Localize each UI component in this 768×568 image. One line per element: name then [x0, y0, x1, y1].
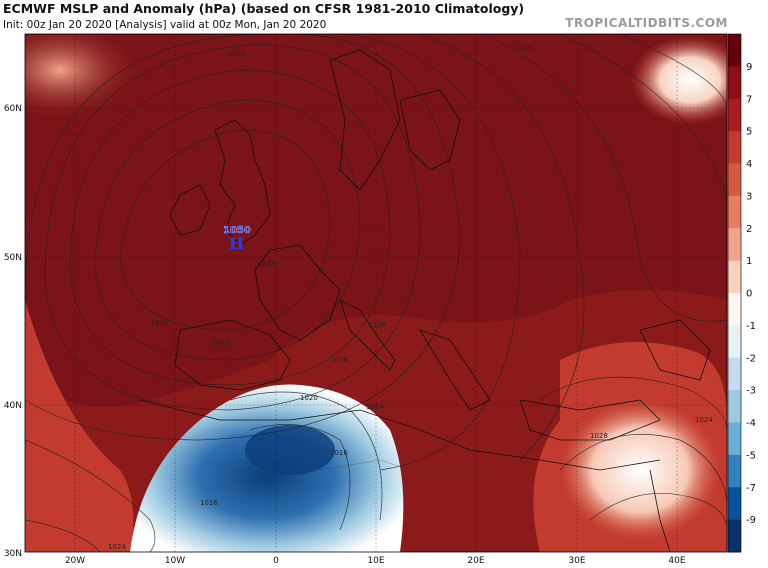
country-borders	[259, 119, 641, 481]
lat-label: 60N	[4, 104, 22, 114]
map-subtitle: Init: 00z Jan 20 2020 [Analysis] valid a…	[3, 19, 327, 31]
colorbar-swatches	[728, 34, 741, 553]
colorbar-swatch	[728, 228, 741, 262]
isobar-label: 1028	[330, 356, 348, 364]
isobar-label: 1048	[258, 260, 276, 268]
longitude-labels: 20W 10W 0 10E 20E 30E 40E	[65, 556, 686, 566]
colorbar-tick-label: 0	[746, 289, 752, 300]
isobar-label: 1016	[330, 449, 348, 457]
colorbar-swatch	[728, 131, 741, 164]
isobar-labels: 1016 1020 1024 1028 1032 1036 1040 1044 …	[108, 44, 713, 551]
lon-label: 20E	[467, 556, 484, 566]
colorbar-swatch	[728, 260, 741, 294]
site-credit: TROPICALTIDBITS.COM	[565, 16, 728, 30]
colorbar-tick-label: -2	[746, 353, 756, 364]
southwest-positive-region	[25, 300, 134, 552]
colorbar-tick-label: 3	[746, 191, 752, 202]
colorbar-tick-label: -1	[746, 321, 756, 332]
graticule	[25, 34, 727, 552]
colorbar-tick-label: 5	[746, 127, 752, 138]
colorbar-tick-label: 9	[746, 62, 752, 73]
lon-label: 20W	[65, 556, 85, 566]
colorbar-tick-label: 4	[746, 159, 752, 170]
high-center-value: 1050	[223, 225, 251, 236]
lon-label: 30E	[568, 556, 585, 566]
latitude-labels: 60N 50N 40N 30N	[4, 104, 22, 559]
lat-label: 50N	[4, 253, 22, 263]
colorbar: 9 7 5 4 3 2 1 0 -1 -2 -3 -4 -5 -7 -9	[727, 33, 756, 553]
isobar-label: 1024	[695, 416, 713, 424]
colorbar-tick-label: -5	[746, 450, 756, 461]
isobars	[25, 34, 727, 552]
lon-label: 40E	[668, 556, 685, 566]
isobar-label: 1028	[590, 432, 608, 440]
colorbar-frame	[727, 33, 742, 553]
northwest-weak-anomaly	[25, 34, 140, 120]
isobar-label: 1016	[200, 499, 218, 507]
colorbar-swatch	[728, 487, 741, 521]
map-plot-area: 1016 1020 1024 1028 1032 1036 1040 1044 …	[25, 34, 727, 552]
colorbar-swatch	[728, 293, 741, 326]
lon-label: 10E	[367, 556, 384, 566]
colorbar-swatch	[728, 519, 741, 553]
colorbar-swatch	[728, 34, 741, 67]
map-frame	[24, 33, 728, 553]
northeast-weak-anomaly	[630, 35, 727, 125]
colorbar-swatch	[728, 454, 741, 488]
east-weak-anomaly	[560, 400, 720, 540]
colorbar-tick-label: 1	[746, 256, 752, 267]
colorbar-swatch	[728, 195, 741, 229]
high-pressure-center: 1050 H	[223, 225, 251, 253]
isobar-label: 1036	[368, 321, 386, 329]
colorbar-swatch	[728, 390, 741, 423]
isobar-label: 1020	[300, 394, 318, 402]
colorbar-tick-label: -7	[746, 483, 756, 494]
colorbar-swatch	[728, 422, 741, 456]
colorbar-swatch	[728, 98, 741, 132]
map-title: ECMWF MSLP and Anomaly (hPa) (based on C…	[3, 1, 525, 16]
lat-label: 40N	[4, 401, 22, 411]
isobar-label: 1024	[366, 403, 384, 411]
negative-anomaly-core	[245, 425, 335, 475]
colorbar-tick-label: -4	[746, 418, 756, 429]
colorbar-labels: 9 7 5 4 3 2 1 0 -1 -2 -3 -4 -5 -7 -9	[746, 62, 756, 526]
lon-label: 0	[273, 556, 279, 566]
coastlines	[139, 49, 711, 552]
colorbar-tick-label: -9	[746, 515, 756, 526]
high-center-symbol: H	[229, 234, 244, 253]
lon-label: 10W	[165, 556, 185, 566]
colorbar-swatch	[728, 163, 741, 197]
colorbar-tick-label: 7	[746, 94, 752, 105]
isobar-label: 1020	[515, 44, 533, 52]
strong-anomaly-core	[25, 34, 727, 407]
isobar-label: 1044	[150, 319, 168, 327]
isobar-label: 1032	[228, 50, 246, 58]
colorbar-swatch	[728, 357, 741, 391]
lat-label: 30N	[4, 549, 22, 559]
isobar-label: 1040	[212, 339, 230, 347]
colorbar-swatch	[728, 325, 741, 359]
colorbar-tick-label: 2	[746, 224, 752, 235]
isobar-label: 1024	[108, 543, 126, 551]
colorbar-tick-label: -3	[746, 386, 756, 397]
colorbar-swatch	[728, 66, 741, 100]
